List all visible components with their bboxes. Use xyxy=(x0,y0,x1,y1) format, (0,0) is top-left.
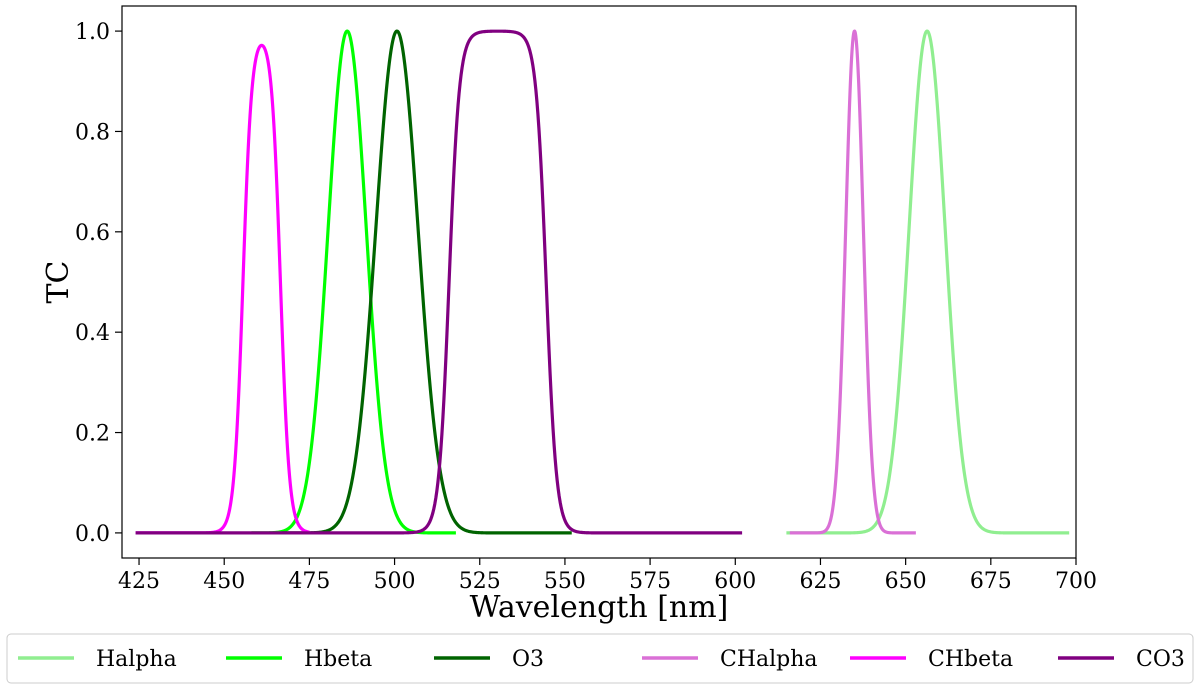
series-line-hbeta xyxy=(250,29,458,535)
legend-box xyxy=(6,633,1194,684)
legend-label-o3: O3 xyxy=(512,647,544,672)
x-tick-label: 450 xyxy=(203,569,245,594)
x-axis-ticks: 425 450 475 500 525 550 575 600 625 650 675 700 xyxy=(118,558,1097,594)
x-tick-label: 425 xyxy=(118,569,160,594)
y-axis-ticks: 0.0 0.2 0.4 0.6 0.8 1.0 xyxy=(75,20,122,547)
y-tick-label: 0.8 xyxy=(75,120,110,145)
x-tick-label: 600 xyxy=(714,569,756,594)
y-tick-label: 0.6 xyxy=(75,221,110,246)
series-line-co3 xyxy=(135,29,743,535)
y-tick-label: 0.2 xyxy=(75,422,110,447)
plot-lines xyxy=(134,29,1071,535)
legend-label-chbeta: CHbeta xyxy=(928,647,1013,672)
series-line-halpha xyxy=(785,29,1071,535)
legend-label-halpha: Halpha xyxy=(96,647,177,672)
x-tick-label: 500 xyxy=(374,569,416,594)
legend-label-co3: CO3 xyxy=(1136,647,1185,672)
x-tick-label: 675 xyxy=(970,569,1012,594)
y-tick-label: 0.4 xyxy=(75,321,110,346)
legend-label-chalpha: CHalpha xyxy=(720,647,818,672)
y-tick-label: 1.0 xyxy=(75,20,110,45)
x-tick-label: 475 xyxy=(288,569,330,594)
y-tick-label: 0.0 xyxy=(75,522,110,547)
series-line-o3 xyxy=(281,29,573,535)
legend-label-hbeta: Hbeta xyxy=(304,647,372,672)
y-axis-label: TC xyxy=(41,261,76,304)
x-axis-label: Wavelength [nm] xyxy=(470,590,729,625)
x-tick-label: 625 xyxy=(799,569,841,594)
series-line-chbeta xyxy=(134,43,311,535)
x-tick-label: 575 xyxy=(629,569,671,594)
x-tick-label: 550 xyxy=(544,569,586,594)
x-tick-label: 650 xyxy=(885,569,927,594)
series-line-chalpha xyxy=(788,29,918,535)
x-tick-label: 700 xyxy=(1055,569,1097,594)
legend: Halpha Hbeta O3 CHalpha CHbeta CO3 xyxy=(18,647,1185,672)
plot-frame xyxy=(121,5,1077,559)
x-tick-label: 525 xyxy=(459,569,501,594)
